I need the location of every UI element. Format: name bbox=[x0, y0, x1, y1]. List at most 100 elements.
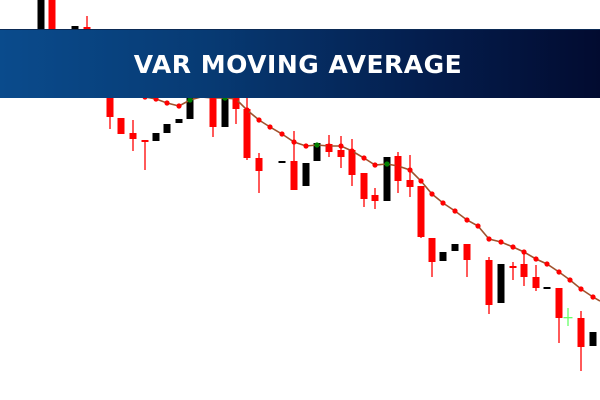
candle-body bbox=[278, 161, 286, 163]
moving-average-marker bbox=[429, 191, 435, 197]
moving-average-marker bbox=[556, 269, 562, 275]
candle bbox=[497, 264, 505, 303]
candle-body bbox=[255, 158, 263, 171]
candle-body bbox=[106, 97, 114, 117]
moving-average-marker bbox=[187, 97, 193, 103]
candle bbox=[348, 139, 356, 186]
candle bbox=[117, 118, 125, 134]
candle-body bbox=[48, 0, 56, 29]
title-banner: VAR MOVING AVERAGE bbox=[0, 29, 600, 98]
candle-body bbox=[141, 140, 149, 142]
banner-title: VAR MOVING AVERAGE bbox=[133, 49, 463, 79]
candle bbox=[463, 244, 471, 277]
candle bbox=[48, 0, 56, 29]
candle-body bbox=[232, 97, 240, 109]
candle bbox=[83, 16, 91, 29]
candle bbox=[589, 332, 597, 346]
candle bbox=[141, 140, 149, 170]
candle-body bbox=[313, 143, 321, 161]
moving-average-marker bbox=[361, 155, 367, 161]
candle bbox=[406, 155, 414, 197]
candle-body bbox=[428, 238, 436, 262]
candle-body bbox=[83, 27, 91, 29]
moving-average-marker bbox=[544, 261, 550, 267]
moving-average-marker bbox=[349, 148, 355, 154]
candle bbox=[485, 257, 493, 314]
candle-body bbox=[290, 161, 298, 190]
moving-average-marker bbox=[372, 162, 378, 168]
candle bbox=[152, 133, 160, 141]
candle-body bbox=[186, 97, 194, 119]
moving-average-marker bbox=[475, 223, 481, 229]
candle bbox=[71, 26, 79, 29]
candle-body bbox=[37, 0, 45, 29]
candle bbox=[543, 287, 551, 289]
candle-body bbox=[555, 288, 563, 318]
moving-average-marker bbox=[464, 217, 470, 223]
moving-average-marker bbox=[384, 161, 390, 167]
moving-average-marker bbox=[567, 277, 573, 283]
moving-average-marker bbox=[303, 143, 309, 149]
moving-average-marker bbox=[267, 124, 273, 130]
moving-average-marker bbox=[578, 286, 584, 292]
candle-body bbox=[152, 133, 160, 141]
candle bbox=[577, 311, 585, 371]
candle-body bbox=[243, 109, 251, 158]
moving-average-marker bbox=[486, 236, 492, 242]
moving-average-marker bbox=[338, 143, 344, 149]
moving-average-marker bbox=[291, 139, 297, 145]
candle-body bbox=[543, 287, 551, 289]
candle-body bbox=[520, 264, 528, 277]
candle-body bbox=[383, 157, 391, 201]
candle bbox=[360, 173, 368, 207]
candle-body bbox=[439, 252, 447, 261]
candle-body bbox=[485, 260, 493, 305]
moving-average-marker bbox=[326, 143, 332, 149]
candle-body bbox=[406, 180, 414, 187]
candle bbox=[555, 288, 563, 343]
moving-average-marker bbox=[176, 103, 182, 109]
candle-body bbox=[451, 244, 459, 251]
candles-layer bbox=[37, 0, 597, 371]
candle bbox=[209, 97, 217, 137]
candle bbox=[371, 188, 379, 209]
candle-body bbox=[117, 118, 125, 134]
candle-body bbox=[360, 173, 368, 199]
candle bbox=[221, 97, 229, 127]
candle-body bbox=[71, 26, 79, 29]
candle-body bbox=[221, 97, 229, 127]
candle bbox=[129, 120, 137, 151]
moving-average-marker bbox=[244, 107, 250, 113]
moving-average-marker bbox=[395, 163, 401, 169]
candle bbox=[417, 186, 425, 238]
candle-body bbox=[163, 124, 171, 133]
moving-average-marker bbox=[533, 256, 539, 262]
moving-average-marker bbox=[510, 244, 516, 250]
candle-body bbox=[563, 317, 573, 319]
moving-average-marker bbox=[498, 239, 504, 245]
candle-body bbox=[532, 277, 540, 288]
candle bbox=[394, 152, 402, 193]
moving-average-marker bbox=[314, 142, 320, 148]
candle-body bbox=[175, 119, 183, 123]
moving-average-marker bbox=[590, 294, 596, 300]
candle-body bbox=[497, 264, 505, 303]
candle-body bbox=[302, 163, 310, 186]
moving-average-marker bbox=[452, 208, 458, 214]
moving-average-marker bbox=[440, 200, 446, 206]
moving-average-marker bbox=[164, 100, 170, 106]
candle bbox=[532, 265, 540, 291]
candle bbox=[278, 161, 286, 163]
candle bbox=[428, 238, 436, 277]
candle bbox=[37, 0, 45, 29]
moving-average-marker bbox=[418, 178, 424, 184]
candle-body bbox=[129, 133, 137, 139]
candle-body bbox=[509, 266, 517, 268]
moving-average-marker bbox=[407, 167, 413, 173]
candle bbox=[175, 119, 183, 123]
candle-body bbox=[589, 332, 597, 346]
candle bbox=[163, 124, 171, 133]
candle bbox=[451, 244, 459, 251]
candle bbox=[563, 308, 573, 326]
